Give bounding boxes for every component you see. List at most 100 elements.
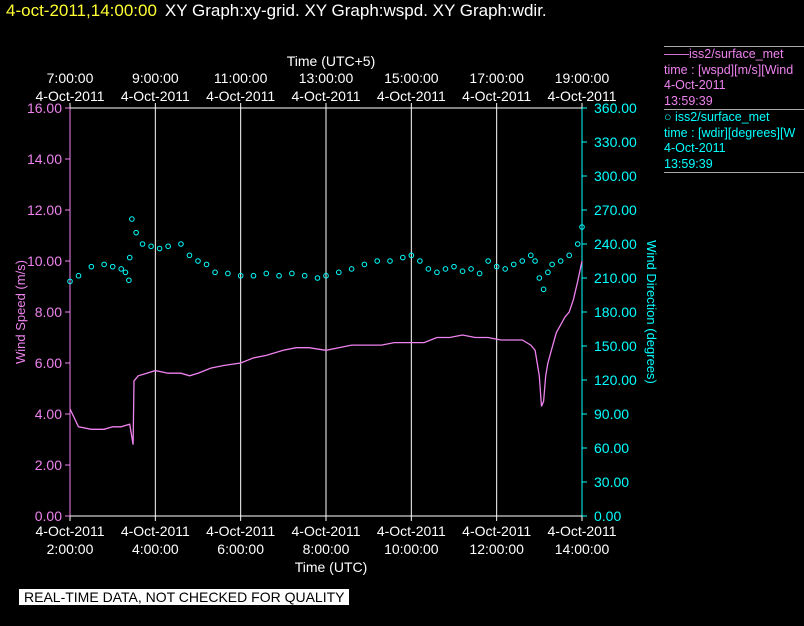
wdir-point	[122, 269, 129, 276]
wdir-point	[387, 258, 393, 264]
wdir-point	[528, 252, 534, 259]
wdir-point	[195, 258, 201, 264]
bottom-axis-title: Time (UTC)	[295, 559, 368, 575]
grid-lines	[154, 108, 498, 516]
wdir-point	[165, 243, 171, 250]
wdir-point	[502, 266, 509, 272]
wdir-point	[323, 272, 329, 279]
top-tick-label-time: 11:00:00	[214, 70, 268, 86]
legend-wspd-name-row: ——iss2/surface_met	[664, 47, 804, 63]
wdir-point	[88, 263, 95, 270]
y-left-tick-label: 10.00	[27, 253, 62, 269]
top-tick-label-date: 4-Oct-2011	[462, 88, 531, 104]
wdir-point	[109, 263, 116, 270]
legend-wspd-desc: time : [wspd][m/s][Wind	[664, 62, 794, 77]
x-tick-label-date: 4-Oct-2011	[548, 523, 617, 539]
x-tick-label-time: 8:00:00	[303, 541, 350, 557]
x-tick-label-date: 4-Oct-2011	[206, 523, 275, 539]
wdir-point	[545, 269, 551, 276]
wdir-point	[75, 272, 82, 279]
top-tick-label-date: 4-Oct-2011	[548, 88, 617, 104]
wdir-point	[442, 266, 449, 272]
y-left-tick-label: 8.00	[35, 304, 62, 320]
wdir-point	[451, 263, 457, 270]
top-tick-label-date: 4-Oct-2011	[292, 88, 361, 104]
y-right-tick-label: 300.00	[594, 168, 637, 184]
wdir-point	[263, 270, 270, 277]
y-right-tick-label: 330.00	[594, 134, 637, 150]
wdir-point	[510, 261, 517, 268]
wdir-point	[133, 229, 139, 236]
top-tick-label-date: 4-Oct-2011	[206, 88, 275, 104]
y-right-tick-label: 90.00	[594, 406, 629, 422]
y-right-tick-label: 60.00	[594, 440, 629, 456]
x-tick-label-date: 4-Oct-2011	[292, 523, 361, 539]
top-axis-title: Time (UTC+5)	[287, 53, 376, 69]
header-timestamp: 4-oct-2011,14:00:00	[6, 1, 157, 20]
top-tick-label-date: 4-Oct-2011	[121, 88, 190, 104]
legend-divider-mid	[664, 109, 804, 110]
wdir-point	[203, 261, 210, 268]
wdir-point	[549, 261, 555, 268]
tick-labels: 4-Oct-2011 2:00:00 4-Oct-2011 4:00:00 4-Oct-…	[27, 70, 637, 557]
wdir-point	[348, 266, 355, 272]
right-axis-title: Wind Direction (degrees)	[644, 240, 659, 384]
wdir-point	[374, 258, 381, 264]
wspd-series-line	[69, 260, 583, 445]
legend-divider-top	[664, 46, 804, 47]
wdir-point	[459, 268, 466, 275]
top-tick-label-time: 17:00:00	[469, 70, 524, 86]
legend-divider-bottom	[664, 172, 804, 173]
legend-wdir-time: 13:59:39	[664, 156, 713, 171]
wdir-point	[101, 261, 107, 268]
wdir-point	[301, 272, 308, 279]
x-tick-label-time: 14:00:00	[555, 541, 610, 557]
y-right-tick-label: 30.00	[594, 474, 629, 490]
y-right-tick-label: 270.00	[594, 202, 637, 218]
wdir-point	[566, 252, 573, 259]
wdir-point	[408, 252, 415, 259]
y-left-tick-label: 16.00	[27, 100, 62, 116]
y-right-tick-label: 120.00	[594, 372, 637, 388]
wdir-point	[126, 254, 133, 261]
x-tick-label-date: 4-Oct-2011	[377, 523, 446, 539]
x-tick-label-date: 4-Oct-2011	[462, 523, 531, 539]
legend-wdir-desc: time : [wdir][degrees][W	[664, 125, 796, 140]
wdir-point	[485, 258, 491, 264]
wdir-point	[361, 261, 368, 268]
series	[67, 216, 585, 445]
wdir-point	[118, 266, 124, 272]
y-left-tick-label: 2.00	[35, 457, 62, 473]
y-right-tick-label: 360.00	[594, 100, 637, 116]
wdir-point	[417, 258, 423, 264]
wdir-point	[67, 278, 73, 285]
legend-wspd-time: 13:59:39	[664, 93, 713, 108]
legend-wspd-name: iss2/surface_met	[689, 47, 784, 61]
wdir-point	[225, 270, 231, 277]
legend: ——iss2/surface_met time : [wspd][m/s][Wi…	[664, 46, 804, 173]
wdir-point	[434, 269, 440, 276]
wdir-point	[126, 277, 132, 284]
y-right-tick-label: 150.00	[594, 338, 637, 354]
top-tick-label-date: 4-Oct-2011	[377, 88, 446, 104]
legend-wdir-name-row: ○ iss2/surface_met	[664, 110, 804, 126]
legend-wdir-name: iss2/surface_met	[675, 110, 770, 124]
wdir-point	[493, 263, 500, 270]
y-left-tick-label: 0.00	[35, 508, 62, 524]
legend-line-marker: ——	[664, 47, 689, 61]
wdir-point	[186, 252, 193, 259]
wdir-point	[536, 275, 543, 281]
legend-circle-marker-icon: ○	[664, 110, 676, 124]
wdir-point	[156, 245, 163, 252]
wdir-point	[314, 275, 321, 281]
wdir-point	[237, 272, 244, 279]
wdir-point	[425, 266, 432, 272]
wdir-point	[476, 270, 483, 277]
wdir-point	[336, 269, 342, 276]
top-tick-label-date: 4-Oct-2011	[36, 88, 105, 104]
top-tick-label-time: 13:00:00	[299, 70, 354, 86]
axes	[65, 103, 587, 521]
y-left-tick-label: 4.00	[35, 406, 62, 422]
y-left-tick-label: 14.00	[27, 151, 62, 167]
legend-wdir-date: 4-Oct-2011	[664, 141, 726, 155]
